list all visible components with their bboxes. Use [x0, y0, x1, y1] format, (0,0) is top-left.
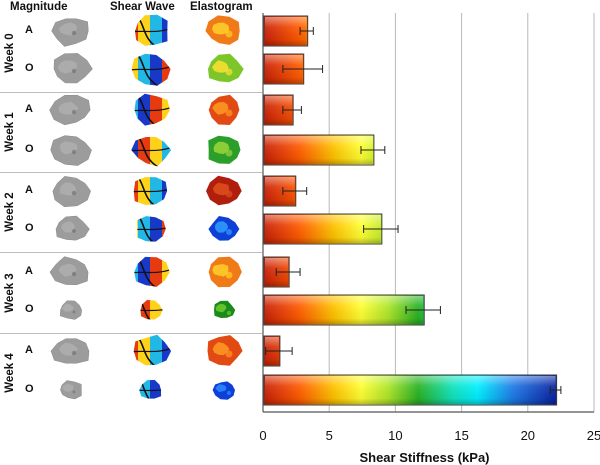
week-label-2: Week 2 [4, 192, 16, 232]
shear-wave-image-2 [134, 93, 170, 126]
elastogram-header: Elastogram [190, 1, 253, 13]
magnitude-image-9 [60, 380, 82, 400]
shear-wave-image-8 [133, 334, 172, 366]
bar-gloss-5 [265, 215, 381, 243]
row-label-8: A [25, 344, 33, 356]
x-tick-label-25: 25 [587, 428, 600, 443]
elastogram-image-4 [206, 175, 242, 206]
row-label-7: O [25, 303, 34, 315]
x-axis-label: Shear Stiffness (kPa) [359, 450, 489, 465]
magnitude-image-8 [50, 338, 90, 364]
elastogram-image-0 [205, 15, 240, 45]
magnitude-image-5 [55, 215, 90, 241]
elastogram-image-5 [208, 216, 240, 241]
magnitude-image-3 [50, 135, 92, 166]
x-tick-label-10: 10 [388, 428, 402, 443]
elastogram-image-9 [212, 381, 235, 400]
row-label-0: A [25, 24, 33, 36]
x-tick-label-20: 20 [521, 428, 535, 443]
row-label-6: A [25, 265, 33, 277]
row-label-9: O [25, 383, 34, 395]
shear-wave-image-0 [135, 14, 168, 46]
shear-wave-image-7 [140, 299, 163, 320]
week-label-4: Week 4 [4, 352, 16, 393]
week-separator-3 [0, 252, 262, 253]
week-separator-4 [0, 333, 262, 334]
shear-wave-image-9 [139, 380, 162, 399]
week-separator-1 [0, 92, 262, 93]
magnitude-image-7 [60, 300, 82, 320]
elastogram-image-3 [208, 135, 241, 164]
magnitude-image-0 [51, 18, 89, 47]
elastogram-image-2 [208, 94, 240, 125]
bar-gloss-3 [265, 136, 373, 164]
elastogram-image-8 [207, 335, 243, 366]
week-separator-2 [0, 172, 262, 173]
x-tick-label-15: 15 [454, 428, 468, 443]
magnitude-image-2 [49, 94, 91, 126]
magnitude-image-6 [49, 256, 89, 286]
bar-gloss-9 [265, 376, 556, 404]
x-tick-label-5: 5 [326, 428, 333, 443]
row-label-2: A [25, 103, 33, 115]
week-label-1: Week 1 [4, 112, 16, 152]
week-label-0: Week 0 [4, 32, 16, 73]
bar-gloss-7 [265, 296, 424, 324]
elastogram-image-6 [208, 256, 242, 288]
elastogram-image-7 [214, 300, 236, 318]
shear-wave-image-5 [137, 216, 166, 242]
row-label-1: O [25, 62, 34, 74]
magnitude-image-4 [52, 176, 91, 208]
week-label-3: Week 3 [4, 272, 16, 313]
magnitude-image-1 [53, 53, 93, 84]
row-label-3: O [25, 143, 34, 155]
elastogram-image-1 [208, 53, 244, 83]
shear-wave-image-4 [133, 177, 168, 205]
x-tick-label-0: 0 [259, 428, 266, 443]
shear-wave-header: Shear Wave [110, 1, 175, 13]
row-label-4: A [25, 184, 33, 196]
shear-wave-image-3 [131, 137, 172, 167]
shear-wave-image-1 [131, 53, 171, 86]
shear-wave-image-6 [134, 256, 170, 287]
row-label-5: O [25, 222, 34, 234]
magnitude-header: Magnitude [10, 1, 68, 13]
